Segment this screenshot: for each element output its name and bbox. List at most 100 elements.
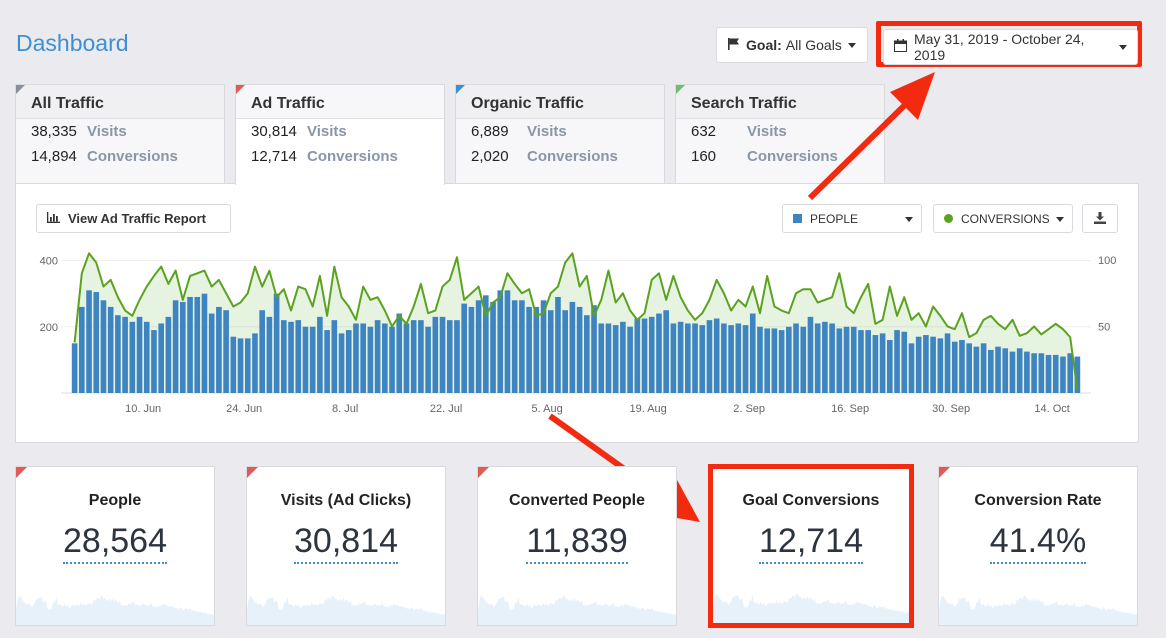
kpi-card-people[interactable]: People 28,564 bbox=[15, 466, 215, 626]
goal-select-button[interactable]: Goal: All Goals bbox=[716, 27, 868, 63]
kpi-card-visits[interactable]: Visits (Ad Clicks) 30,814 bbox=[246, 466, 446, 626]
people-bar bbox=[208, 313, 215, 393]
people-bar bbox=[807, 316, 814, 393]
x-tick-label: 30. Sep bbox=[932, 403, 970, 415]
kpi-card-goal-conversions[interactable]: Goal Conversions 12,714 bbox=[708, 464, 914, 628]
people-bar bbox=[201, 293, 208, 393]
people-metric-select[interactable]: PEOPLE bbox=[782, 204, 922, 233]
tab-ad-traffic[interactable]: Ad Traffic 30,814 Visits 12,714 Conversion… bbox=[235, 84, 445, 185]
tab-title: All Traffic bbox=[16, 85, 224, 119]
people-bar bbox=[612, 325, 619, 393]
visits-label: Visits bbox=[87, 123, 127, 140]
kpi-value[interactable]: 28,564 bbox=[63, 522, 167, 564]
x-tick-label: 24. Jun bbox=[226, 403, 262, 415]
sparkline-area bbox=[16, 595, 214, 625]
people-bar bbox=[822, 321, 828, 393]
people-bar bbox=[519, 300, 525, 393]
chevron-down-icon bbox=[905, 217, 913, 222]
kpi-value[interactable]: 11,839 bbox=[526, 522, 628, 564]
visits-label: Visits bbox=[307, 123, 347, 140]
people-bar bbox=[252, 333, 258, 393]
people-bar bbox=[569, 301, 576, 393]
people-bar bbox=[511, 300, 518, 393]
chart-panel: View Ad Traffic Report PEOPLE CONVERSION… bbox=[15, 183, 1139, 443]
kpi-card-converted-people[interactable]: Converted People 11,839 bbox=[477, 466, 677, 626]
people-bar bbox=[634, 318, 641, 393]
people-bar bbox=[93, 292, 100, 393]
people-bar bbox=[764, 328, 770, 393]
people-bar bbox=[576, 306, 583, 393]
visits-label: Visits bbox=[747, 123, 787, 140]
people-bar bbox=[555, 296, 561, 393]
people-bar bbox=[620, 321, 626, 393]
x-tick-label: 2. Sep bbox=[733, 403, 765, 415]
people-bar bbox=[584, 315, 590, 393]
people-bar bbox=[122, 316, 128, 393]
people-bar bbox=[749, 313, 756, 393]
date-range-button[interactable]: May 31, 2019 - October 24, 2019 bbox=[883, 29, 1138, 65]
chevron-down-icon bbox=[1056, 217, 1064, 222]
people-bar bbox=[446, 320, 453, 393]
kpi-value[interactable]: 30,814 bbox=[294, 522, 398, 564]
people-bar bbox=[136, 316, 143, 393]
people-bar bbox=[713, 318, 720, 393]
people-bar bbox=[295, 320, 302, 393]
people-bar bbox=[887, 340, 893, 393]
people-bar bbox=[302, 326, 309, 393]
download-icon bbox=[1094, 211, 1106, 227]
tab-search-traffic[interactable]: Search Traffic 632 Visits 160 Conversions bbox=[675, 84, 885, 184]
people-bar bbox=[288, 321, 294, 393]
x-tick-label: 19. Aug bbox=[629, 403, 666, 415]
people-bar bbox=[526, 306, 532, 393]
people-bar bbox=[778, 330, 785, 393]
card-corner-marker bbox=[478, 467, 489, 478]
kpi-sparkline bbox=[939, 595, 1137, 625]
tab-corner-marker bbox=[676, 85, 685, 94]
view-report-button[interactable]: View Ad Traffic Report bbox=[36, 204, 231, 233]
people-bar bbox=[908, 343, 915, 393]
x-tick-label: 10. Jun bbox=[125, 403, 161, 415]
conversions-metric-select[interactable]: CONVERSIONS bbox=[933, 204, 1073, 233]
people-bar bbox=[281, 320, 287, 393]
tab-corner-marker bbox=[16, 85, 25, 94]
tab-organic-traffic[interactable]: Organic Traffic 6,889 Visits 2,020 Convers… bbox=[455, 84, 665, 184]
people-bar bbox=[540, 300, 547, 393]
people-bar bbox=[944, 333, 951, 393]
people-bar bbox=[331, 320, 338, 393]
people-bar bbox=[677, 321, 684, 393]
people-select-label: PEOPLE bbox=[810, 211, 859, 226]
people-bar bbox=[728, 325, 734, 393]
chevron-down-icon bbox=[847, 42, 856, 48]
kpi-card-conversion-rate[interactable]: Conversion Rate 41.4% bbox=[938, 466, 1138, 626]
tab-all-traffic[interactable]: All Traffic 38,335 Visits 14,894 Conversio… bbox=[15, 84, 225, 184]
people-bar bbox=[951, 341, 958, 393]
people-bar bbox=[100, 300, 107, 393]
date-range-text: May 31, 2019 - October 24, 2019 bbox=[914, 31, 1085, 63]
people-bar bbox=[454, 320, 460, 393]
card-corner-marker bbox=[247, 467, 258, 478]
people-bar bbox=[389, 326, 395, 393]
people-bar bbox=[410, 320, 417, 393]
kpi-value[interactable]: 41.4% bbox=[989, 522, 1087, 564]
people-bar bbox=[360, 323, 366, 393]
kpi-value[interactable]: 12,714 bbox=[759, 522, 863, 564]
people-bar bbox=[468, 306, 475, 393]
people-bar bbox=[418, 320, 424, 393]
people-bar bbox=[598, 323, 605, 393]
tab-corner-marker bbox=[456, 85, 465, 94]
people-bar bbox=[338, 333, 345, 393]
people-bar bbox=[930, 336, 936, 393]
kpi-sparkline bbox=[16, 595, 214, 625]
people-bar bbox=[324, 330, 330, 393]
people-bar bbox=[158, 323, 164, 393]
people-bar bbox=[1031, 353, 1037, 393]
people-bar bbox=[533, 306, 540, 393]
tab-title: Organic Traffic bbox=[456, 85, 664, 119]
visits-count: 632 bbox=[691, 123, 717, 140]
y-right-tick-label: 50 bbox=[1098, 321, 1110, 333]
people-bar bbox=[497, 290, 504, 393]
kpi-sparkline bbox=[247, 595, 445, 625]
download-button[interactable] bbox=[1082, 204, 1118, 233]
people-bar bbox=[439, 316, 446, 393]
people-bar bbox=[872, 335, 879, 393]
